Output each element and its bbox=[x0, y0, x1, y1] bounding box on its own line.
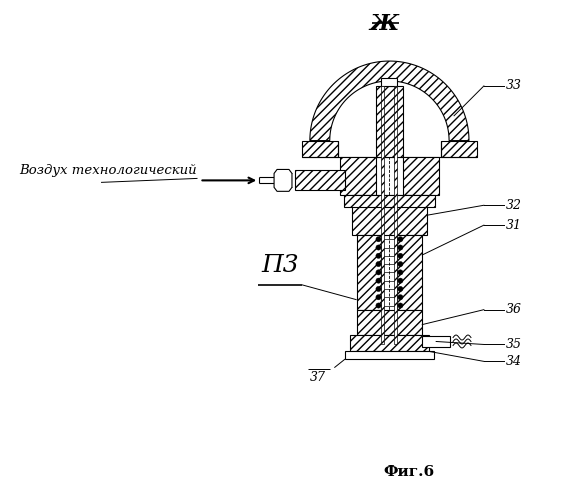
Polygon shape bbox=[345, 352, 434, 360]
Polygon shape bbox=[356, 310, 422, 334]
Circle shape bbox=[398, 253, 403, 258]
Circle shape bbox=[376, 262, 381, 266]
Polygon shape bbox=[398, 235, 422, 310]
Circle shape bbox=[398, 286, 403, 292]
Polygon shape bbox=[340, 156, 375, 196]
Circle shape bbox=[376, 270, 381, 275]
Text: 32: 32 bbox=[506, 198, 522, 212]
Text: 37: 37 bbox=[310, 372, 326, 384]
Polygon shape bbox=[441, 140, 477, 156]
Circle shape bbox=[376, 303, 381, 308]
Text: П3: П3 bbox=[261, 254, 299, 277]
Circle shape bbox=[376, 278, 381, 283]
Polygon shape bbox=[352, 196, 427, 235]
Text: 36: 36 bbox=[506, 303, 522, 316]
Polygon shape bbox=[302, 140, 337, 156]
Polygon shape bbox=[344, 196, 435, 207]
Circle shape bbox=[398, 303, 403, 308]
Polygon shape bbox=[382, 86, 384, 344]
Text: 31: 31 bbox=[506, 218, 522, 232]
Circle shape bbox=[398, 262, 403, 266]
Circle shape bbox=[398, 236, 403, 242]
Polygon shape bbox=[356, 235, 382, 310]
Text: Фиг.6: Фиг.6 bbox=[384, 464, 435, 478]
Polygon shape bbox=[382, 78, 398, 86]
Text: Воздух технологический: Воздух технологический bbox=[19, 164, 197, 177]
Polygon shape bbox=[274, 170, 292, 192]
Polygon shape bbox=[422, 336, 450, 347]
Text: 35: 35 bbox=[506, 338, 522, 351]
Polygon shape bbox=[375, 86, 403, 156]
Polygon shape bbox=[295, 170, 345, 190]
Text: 33: 33 bbox=[506, 80, 522, 92]
Circle shape bbox=[376, 286, 381, 292]
Polygon shape bbox=[350, 334, 429, 351]
Circle shape bbox=[376, 253, 381, 258]
Circle shape bbox=[398, 278, 403, 283]
Circle shape bbox=[376, 294, 381, 300]
Circle shape bbox=[398, 294, 403, 300]
Polygon shape bbox=[310, 61, 469, 140]
Circle shape bbox=[376, 236, 381, 242]
Polygon shape bbox=[394, 86, 398, 344]
Text: Ж: Ж bbox=[370, 14, 399, 36]
Circle shape bbox=[398, 270, 403, 275]
Text: 34: 34 bbox=[506, 355, 522, 368]
Circle shape bbox=[376, 245, 381, 250]
Polygon shape bbox=[403, 156, 439, 196]
Circle shape bbox=[398, 245, 403, 250]
